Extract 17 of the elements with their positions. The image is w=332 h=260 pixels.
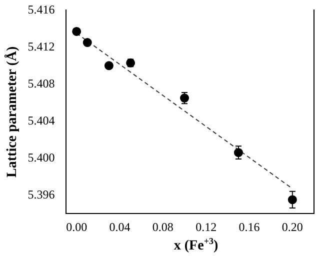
y-tick-label: 5.404 — [28, 113, 55, 128]
y-tick-label: 5.396 — [28, 187, 55, 202]
x-tick-label: 0.20 — [282, 220, 303, 234]
y-axis-title: Lattice parameter (Å) — [4, 46, 20, 178]
y-tick-label: 5.416 — [28, 2, 55, 16]
x-tick-label: 0.12 — [196, 220, 217, 234]
y-tick-label: 5.412 — [28, 39, 55, 54]
x-axis-title: x (Fe$^{+3}$) — [172, 236, 220, 255]
x-tick-label: 0.00 — [66, 220, 88, 234]
point — [82, 38, 92, 48]
x-tick-label: 0.08 — [152, 220, 174, 234]
x-tick-label: 0.04 — [109, 220, 130, 234]
y-tick-label: 5.408 — [28, 76, 55, 90]
point — [72, 26, 82, 36]
point — [104, 61, 114, 70]
x-tick-label: 0.16 — [238, 220, 260, 234]
y-tick-label: 5.400 — [28, 150, 55, 164]
